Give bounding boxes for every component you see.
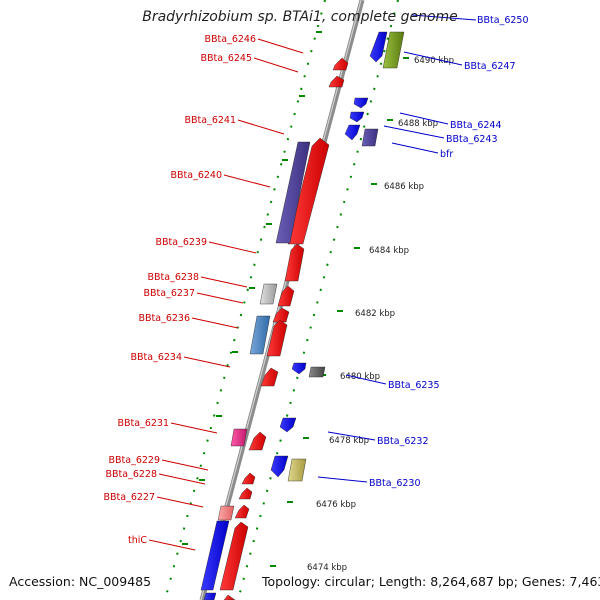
gene-bbta-6236-b[interactable] bbox=[266, 319, 288, 357]
gene-bbta-6243-a[interactable] bbox=[349, 111, 365, 123]
leader-line bbox=[208, 241, 257, 254]
gene-label-bbta-6244[interactable]: BBta_6244 bbox=[450, 120, 502, 131]
gene-label-bbta-6231[interactable]: BBta_6231 bbox=[117, 418, 169, 429]
gene-label-bbta-6245[interactable]: BBta_6245 bbox=[200, 53, 252, 64]
leader-line bbox=[383, 125, 445, 139]
gene-bbta-6227[interactable] bbox=[217, 505, 235, 521]
scale-tick-label: 6486 kbp bbox=[384, 182, 424, 192]
leader-line bbox=[156, 496, 204, 508]
gene-label-thic[interactable]: thiC bbox=[128, 535, 147, 546]
reverse-genes bbox=[270, 31, 405, 482]
leader-line bbox=[158, 473, 206, 485]
leader-line bbox=[161, 459, 209, 471]
leader-line bbox=[345, 374, 387, 385]
gene-partial-bottom[interactable] bbox=[223, 594, 236, 600]
leader-line bbox=[200, 276, 248, 288]
leader-line bbox=[411, 14, 477, 21]
leader-line bbox=[237, 119, 285, 135]
reverse-leaders bbox=[317, 14, 477, 483]
scale-ticks bbox=[182, 31, 409, 567]
topology-text: Topology: circular; Length: 8,264,687 bp… bbox=[262, 574, 600, 589]
leader-line bbox=[148, 539, 196, 551]
scale-tick-label: 6474 kbp bbox=[307, 563, 347, 573]
leader-line bbox=[317, 476, 368, 483]
gene-bbta-6238[interactable] bbox=[259, 283, 278, 305]
gene-bbta-6250[interactable] bbox=[369, 31, 388, 63]
gene-label-bbta-6235[interactable]: BBta_6235 bbox=[388, 380, 440, 391]
leader-line bbox=[253, 57, 299, 73]
leader-line bbox=[223, 174, 271, 188]
gene-bbta-6244[interactable] bbox=[353, 97, 369, 109]
leader-line bbox=[403, 51, 463, 66]
leader-line bbox=[170, 422, 218, 434]
leader-line bbox=[391, 142, 439, 154]
gene-label-bbta-6241[interactable]: BBta_6241 bbox=[184, 115, 236, 126]
gene-bbta-6239[interactable] bbox=[284, 243, 305, 282]
scale-tick-label: 6484 kbp bbox=[369, 246, 409, 256]
gene-bbta-6234[interactable] bbox=[260, 367, 279, 387]
gene-label-bbta-6239[interactable]: BBta_6239 bbox=[155, 237, 207, 248]
gene-label-bbta-6237[interactable]: BBta_6237 bbox=[143, 288, 195, 299]
gene-bbta-6232[interactable] bbox=[279, 417, 297, 433]
gene-label-bbta-6234[interactable]: BBta_6234 bbox=[130, 352, 182, 363]
gene-bbta-6231[interactable] bbox=[248, 431, 267, 451]
gene-label-bbta-6228[interactable]: BBta_6228 bbox=[105, 469, 157, 480]
gene-bbta-6243[interactable] bbox=[344, 124, 361, 141]
gene-bbta-6240[interactable] bbox=[275, 141, 311, 244]
gene-bbta-6236[interactable] bbox=[249, 315, 271, 355]
gene-bfr[interactable] bbox=[361, 128, 379, 147]
gene-bbta-6247[interactable] bbox=[382, 31, 405, 69]
gene-label-bbta-6229[interactable]: BBta_6229 bbox=[108, 455, 160, 466]
gene-thic[interactable] bbox=[219, 521, 249, 591]
gene-bbta-6235[interactable] bbox=[308, 366, 326, 378]
gene-label-bbta-6246[interactable]: BBta_6246 bbox=[204, 34, 256, 45]
gene-label-bbta-6227[interactable]: BBta_6227 bbox=[103, 492, 155, 503]
forward-genes bbox=[200, 57, 349, 600]
accession-text: Accession: NC_009485 bbox=[9, 574, 152, 589]
leader-line bbox=[191, 317, 239, 329]
gene-bbta-6227-b[interactable] bbox=[234, 504, 250, 519]
gene-bbta-6236-a[interactable] bbox=[272, 307, 290, 323]
gene-bbta-6230[interactable] bbox=[287, 458, 307, 482]
leader-line bbox=[196, 292, 244, 304]
scale-tick-label: 6480 kbp bbox=[340, 372, 380, 382]
gene-bbta-6246[interactable] bbox=[332, 57, 349, 71]
gene-label-bfr[interactable]: bfr bbox=[440, 149, 453, 160]
gene-bbta-6231-b[interactable] bbox=[230, 428, 248, 447]
forward-leaders bbox=[148, 38, 304, 551]
gene-bbta-6230-a[interactable] bbox=[270, 455, 289, 478]
map-title: Bradyrhizobium sp. BTAi1, complete genom… bbox=[142, 9, 458, 25]
scale-tick-label: 6490 kbp bbox=[414, 56, 454, 66]
gene-label-bbta-6238[interactable]: BBta_6238 bbox=[147, 272, 199, 283]
gene-label-bbta-6240[interactable]: BBta_6240 bbox=[170, 170, 222, 181]
scale-tick-label: 6482 kbp bbox=[355, 309, 395, 319]
gene-label-bbta-6247[interactable]: BBta_6247 bbox=[464, 61, 516, 72]
leader-line bbox=[399, 112, 449, 125]
leader-line bbox=[327, 431, 376, 441]
scale-tick-label: 6476 kbp bbox=[316, 500, 356, 510]
gene-bbta-6228[interactable] bbox=[238, 487, 253, 500]
gene-bbta-6229[interactable] bbox=[241, 472, 256, 485]
gene-label-bbta-6236[interactable]: BBta_6236 bbox=[138, 313, 190, 324]
gene-label-bbta-6243[interactable]: BBta_6243 bbox=[446, 134, 498, 145]
gene-label-bbta-6230[interactable]: BBta_6230 bbox=[369, 478, 421, 489]
leader-line bbox=[183, 356, 231, 368]
gene-thic-b[interactable] bbox=[200, 520, 230, 591]
leader-line bbox=[257, 38, 304, 54]
gene-bbta-6235-a[interactable] bbox=[291, 362, 307, 375]
gene-label-bbta-6232[interactable]: BBta_6232 bbox=[377, 436, 429, 447]
scale-tick-label: 6478 kbp bbox=[329, 436, 369, 446]
gene-label-bbta-6250[interactable]: BBta_6250 bbox=[477, 15, 529, 26]
gene-bbta-6237[interactable] bbox=[277, 285, 295, 307]
gene-partial-bottom-b[interactable] bbox=[203, 592, 217, 600]
scale-tick-label: 6488 kbp bbox=[398, 119, 438, 129]
gene-bbta-6245[interactable] bbox=[328, 75, 345, 88]
